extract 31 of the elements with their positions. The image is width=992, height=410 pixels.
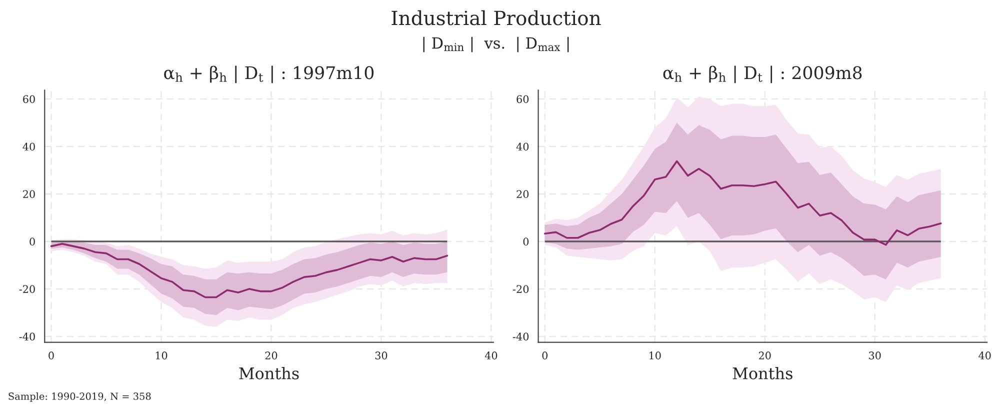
y-tick-label: 20 bbox=[23, 190, 35, 198]
x-tick-label: 20 bbox=[265, 352, 278, 360]
y-tick-label: 20 bbox=[516, 190, 529, 198]
y-tick-label: 40 bbox=[22, 142, 35, 151]
x-tick-label: 0 bbox=[542, 352, 548, 360]
text: Sample: 1990-2019, N = 358 bbox=[8, 392, 151, 402]
x-tick-label: 30 bbox=[375, 352, 388, 360]
y-tick-label: 60 bbox=[516, 95, 529, 104]
y-tick-label: -40 bbox=[512, 332, 529, 341]
y-tick-label: 60 bbox=[23, 95, 35, 104]
x-tick-label: 30 bbox=[869, 352, 881, 360]
text: | D$_{min}$ | vs. | D$_{max}$ | bbox=[423, 36, 569, 52]
x-axis-title: Months bbox=[239, 367, 299, 380]
x-tick-label: 10 bbox=[156, 352, 168, 360]
chart-title: α$_{h}$ + β$_{h}$ | D$_{t}$ | : 1997m10 bbox=[164, 66, 374, 84]
text: Industrial Production bbox=[392, 10, 601, 26]
x-tick-label: 40 bbox=[484, 352, 498, 360]
line-series bbox=[50, 242, 448, 298]
y-tick-label: -20 bbox=[512, 285, 529, 294]
y-tick-label: -20 bbox=[19, 285, 35, 294]
x-tick-label: 10 bbox=[650, 352, 661, 360]
x-tick-label: 40 bbox=[978, 352, 991, 360]
chart-title: α$_{h}$ + β$_{h}$ | D$_{t}$ | : 2009m8 bbox=[663, 66, 862, 84]
line-series bbox=[544, 160, 942, 246]
y-tick-label: 40 bbox=[516, 142, 529, 151]
y-tick-label: 0 bbox=[30, 238, 35, 246]
y-tick-label: 0 bbox=[523, 238, 529, 246]
x-axis-title: Months bbox=[732, 367, 792, 380]
x-tick-label: 0 bbox=[48, 352, 54, 360]
y-tick-label: -40 bbox=[19, 332, 35, 341]
x-tick-label: 20 bbox=[758, 352, 771, 360]
